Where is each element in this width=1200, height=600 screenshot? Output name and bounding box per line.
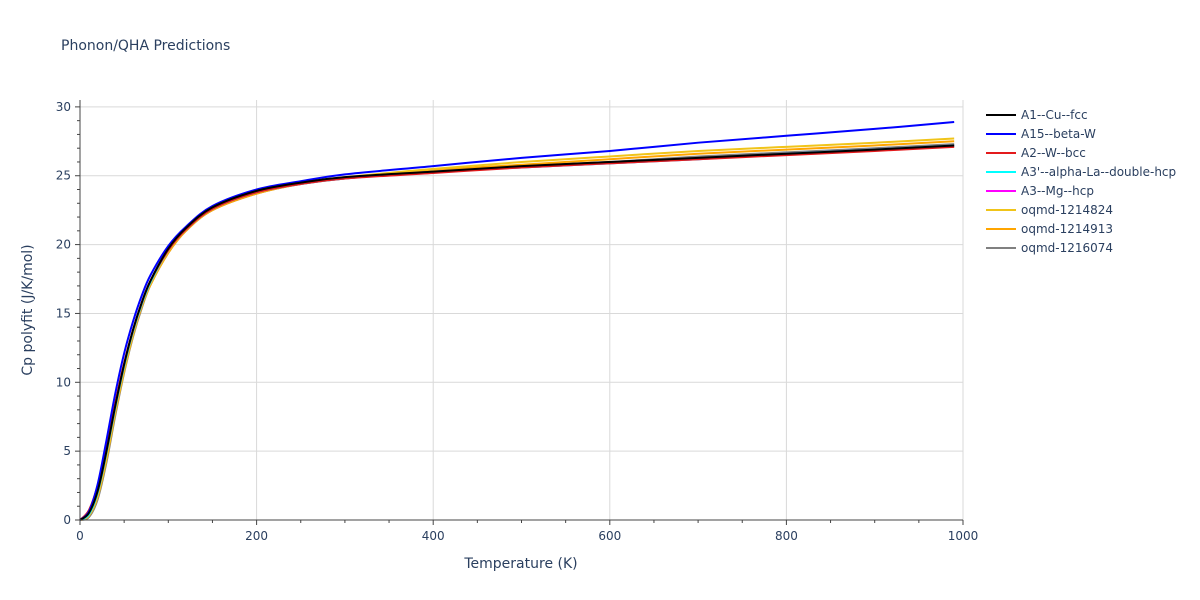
- legend-label: A15--beta-W: [1021, 127, 1096, 141]
- x-tick-label: 200: [245, 529, 268, 543]
- legend[interactable]: A1--Cu--fcc A15--beta-W A2--W--bcc A3'--alp…: [986, 108, 1176, 255]
- x-tick-label: 600: [598, 529, 621, 543]
- legend-item[interactable]: oqmd-1214824: [986, 203, 1113, 217]
- series-line-a15-beta-w: [79, 121, 955, 521]
- series-line-oqmd-1216074: [79, 143, 955, 521]
- y-tick-label: 10: [56, 375, 71, 389]
- legend-label: A3'--alpha-La--double-hcp: [1021, 165, 1176, 179]
- legend-item[interactable]: A3--Mg--hcp: [986, 184, 1094, 198]
- y-tick-label: 25: [56, 169, 71, 183]
- legend-label: oqmd-1214913: [1021, 222, 1113, 236]
- legend-item[interactable]: A15--beta-W: [986, 127, 1096, 141]
- legend-item[interactable]: A2--W--bcc: [986, 146, 1086, 160]
- legend-label: A2--W--bcc: [1021, 146, 1086, 160]
- legend-label: oqmd-1216074: [1021, 241, 1113, 255]
- legend-label: oqmd-1214824: [1021, 203, 1113, 217]
- y-tick-label: 15: [56, 306, 71, 320]
- ticks-layer: 0 200 400 600 800 1000 0 5 10 15 20 25 30: [56, 100, 979, 543]
- x-tick-label: 400: [422, 529, 445, 543]
- series-line-a2-w-bcc: [79, 145, 955, 521]
- y-tick-label: 30: [56, 100, 71, 114]
- legend-label: A1--Cu--fcc: [1021, 108, 1088, 122]
- y-tick-label: 0: [63, 513, 71, 527]
- legend-item[interactable]: A3'--alpha-La--double-hcp: [986, 165, 1176, 179]
- series-line-a1-cu-fcc: [79, 144, 955, 521]
- x-tick-label: 800: [775, 529, 798, 543]
- legend-item[interactable]: A1--Cu--fcc: [986, 108, 1088, 122]
- grid-layer: [80, 100, 964, 520]
- legend-item[interactable]: oqmd-1216074: [986, 241, 1113, 255]
- legend-item[interactable]: oqmd-1214913: [986, 222, 1113, 236]
- y-axis-title: Cp polyfit (J/K/mol): [20, 244, 36, 375]
- series-layer: [79, 121, 955, 521]
- x-tick-label: 1000: [948, 529, 979, 543]
- series-line-a3-mg-hcp: [79, 144, 955, 521]
- x-tick-label: 0: [76, 529, 84, 543]
- series-line-oqmd-1214824: [79, 137, 955, 521]
- x-axis-title: Temperature (K): [463, 556, 577, 572]
- axes-layer: [79, 100, 963, 521]
- y-tick-label: 20: [56, 238, 71, 252]
- legend-label: A3--Mg--hcp: [1021, 184, 1094, 198]
- y-tick-label: 5: [63, 444, 71, 458]
- series-line-oqmd-1214913: [79, 140, 955, 521]
- series-line-a3-alpha-la-double-hcp: [79, 144, 955, 521]
- chart-title: Phonon/QHA Predictions: [61, 38, 230, 54]
